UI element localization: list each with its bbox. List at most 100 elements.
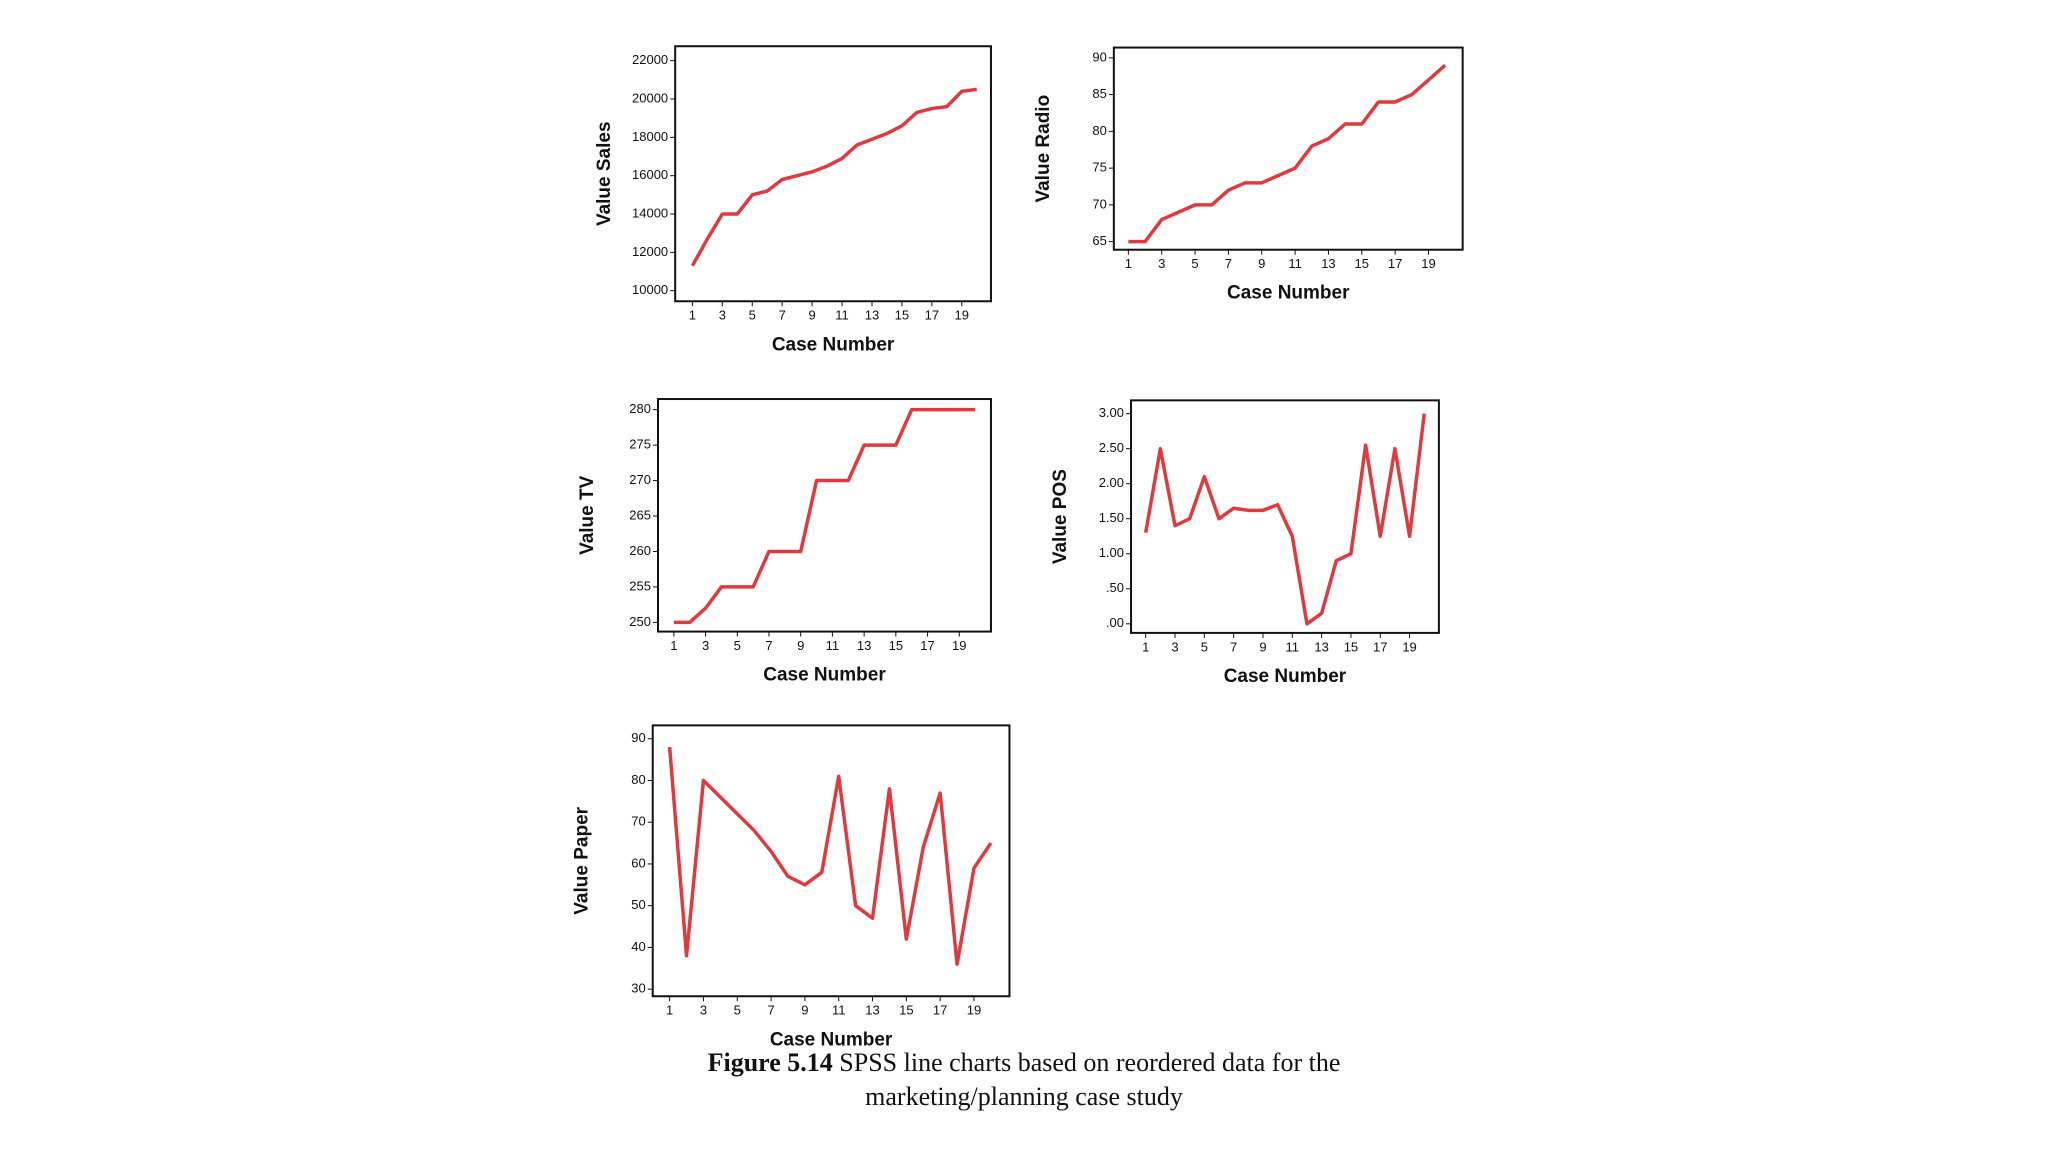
x-tick-label: 1 bbox=[1142, 639, 1149, 654]
x-tick-label: 9 bbox=[1258, 256, 1265, 271]
plot-frame bbox=[657, 398, 992, 633]
y-tick-label: 1.00 bbox=[1099, 545, 1124, 560]
x-tick-label: 11 bbox=[1288, 256, 1302, 271]
y-tick-label: 280 bbox=[629, 401, 651, 416]
x-tick-label: 3 bbox=[702, 638, 709, 653]
x-tick-label: 9 bbox=[801, 1003, 808, 1018]
x-tick-label: 1 bbox=[689, 308, 696, 323]
data-line bbox=[1143, 413, 1426, 626]
data-line bbox=[1128, 63, 1447, 244]
x-tick-label: 17 bbox=[1373, 639, 1387, 654]
y-tick-label: 12000 bbox=[632, 244, 668, 259]
x-tick-label: 13 bbox=[857, 638, 871, 653]
x-tick-label: 7 bbox=[1225, 256, 1232, 271]
y-axis-label: Value POS bbox=[1050, 469, 1071, 564]
y-tick-label: 90 bbox=[1092, 49, 1106, 64]
x-tick-label: 17 bbox=[920, 638, 934, 653]
plot-frame bbox=[1130, 399, 1440, 634]
y-tick-label: 1.50 bbox=[1099, 510, 1124, 525]
y-tick-label: 80 bbox=[631, 772, 645, 787]
y-tick-label: 275 bbox=[629, 437, 651, 452]
x-tick-label: 15 bbox=[889, 638, 903, 653]
x-tick-label: 17 bbox=[925, 308, 939, 323]
y-tick-label: .00 bbox=[1106, 615, 1124, 630]
data-line bbox=[667, 746, 993, 966]
y-axis-label: Value Radio bbox=[1033, 95, 1054, 203]
y-tick-label: 80 bbox=[1092, 123, 1106, 138]
y-tick-label: 2.50 bbox=[1099, 440, 1124, 455]
x-tick-label: 15 bbox=[1355, 256, 1369, 271]
data-line bbox=[690, 87, 977, 267]
y-tick-label: 20000 bbox=[632, 90, 668, 105]
y-tick-label: 70 bbox=[1092, 196, 1106, 211]
y-tick-label: 260 bbox=[629, 543, 651, 558]
y-tick-label: 10000 bbox=[632, 282, 668, 297]
x-tick-label: 7 bbox=[779, 308, 786, 323]
caption-text: SPSS line charts based on reordered data… bbox=[839, 1048, 1341, 1111]
x-tick-label: 13 bbox=[865, 1003, 879, 1018]
x-tick-label: 5 bbox=[1191, 256, 1198, 271]
y-tick-label: 50 bbox=[631, 897, 645, 912]
x-tick-label: 13 bbox=[1314, 639, 1328, 654]
y-tick-label: 250 bbox=[629, 614, 651, 629]
x-tick-label: 19 bbox=[1421, 256, 1435, 271]
x-tick-label: 5 bbox=[734, 1003, 741, 1018]
x-tick-label: 17 bbox=[1388, 256, 1402, 271]
y-tick-label: 22000 bbox=[632, 52, 668, 67]
y-tick-label: 255 bbox=[629, 578, 651, 593]
y-tick-label: 85 bbox=[1092, 86, 1106, 101]
caption: Figure 5.14 SPSS line charts based on re… bbox=[664, 1046, 1384, 1114]
x-tick-label: 9 bbox=[809, 308, 816, 323]
x-axis-label: Case Number bbox=[1227, 283, 1350, 304]
caption-label: Figure 5.14 bbox=[707, 1048, 833, 1077]
x-tick-label: 11 bbox=[1286, 639, 1300, 654]
x-tick-label: 15 bbox=[899, 1003, 913, 1018]
plot-frame bbox=[674, 45, 992, 303]
y-tick-label: 60 bbox=[631, 855, 645, 870]
y-tick-label: 270 bbox=[629, 472, 651, 487]
y-tick-label: .50 bbox=[1106, 580, 1124, 595]
y-tick-label: 30 bbox=[631, 981, 645, 996]
y-axis-label: Value Paper bbox=[572, 806, 593, 914]
data-line bbox=[673, 407, 976, 625]
x-axis-label: Case Number bbox=[763, 665, 886, 686]
y-tick-label: 14000 bbox=[632, 205, 668, 220]
x-tick-label: 15 bbox=[895, 308, 909, 323]
x-axis-label: Case Number bbox=[770, 1029, 893, 1050]
y-tick-label: 75 bbox=[1092, 160, 1106, 175]
x-tick-label: 3 bbox=[1158, 256, 1165, 271]
y-tick-label: 90 bbox=[631, 730, 645, 745]
x-tick-label: 7 bbox=[767, 1003, 774, 1018]
y-tick-label: 40 bbox=[631, 939, 645, 954]
x-tick-label: 9 bbox=[797, 638, 804, 653]
plot-frame bbox=[651, 724, 1011, 998]
x-tick-label: 7 bbox=[1230, 639, 1237, 654]
x-tick-label: 5 bbox=[734, 638, 741, 653]
x-tick-label: 13 bbox=[865, 308, 879, 323]
y-tick-label: 265 bbox=[629, 507, 651, 522]
x-tick-label: 5 bbox=[749, 308, 756, 323]
y-tick-label: 65 bbox=[1092, 233, 1106, 248]
x-axis-label: Case Number bbox=[772, 334, 895, 355]
x-tick-label: 19 bbox=[955, 308, 969, 323]
plot-frame bbox=[1112, 46, 1464, 251]
x-tick-label: 19 bbox=[1402, 639, 1416, 654]
y-tick-label: 2.00 bbox=[1099, 475, 1124, 490]
x-tick-label: 19 bbox=[967, 1003, 981, 1018]
x-tick-label: 11 bbox=[835, 308, 849, 323]
y-tick-label: 70 bbox=[631, 814, 645, 829]
x-tick-label: 3 bbox=[719, 308, 726, 323]
x-tick-label: 11 bbox=[826, 638, 840, 653]
x-tick-label: 15 bbox=[1344, 639, 1358, 654]
y-tick-label: 18000 bbox=[632, 129, 668, 144]
x-tick-label: 3 bbox=[1171, 639, 1178, 654]
x-tick-label: 17 bbox=[933, 1003, 947, 1018]
x-tick-label: 13 bbox=[1321, 256, 1335, 271]
y-axis-label: Value Sales bbox=[594, 121, 615, 226]
